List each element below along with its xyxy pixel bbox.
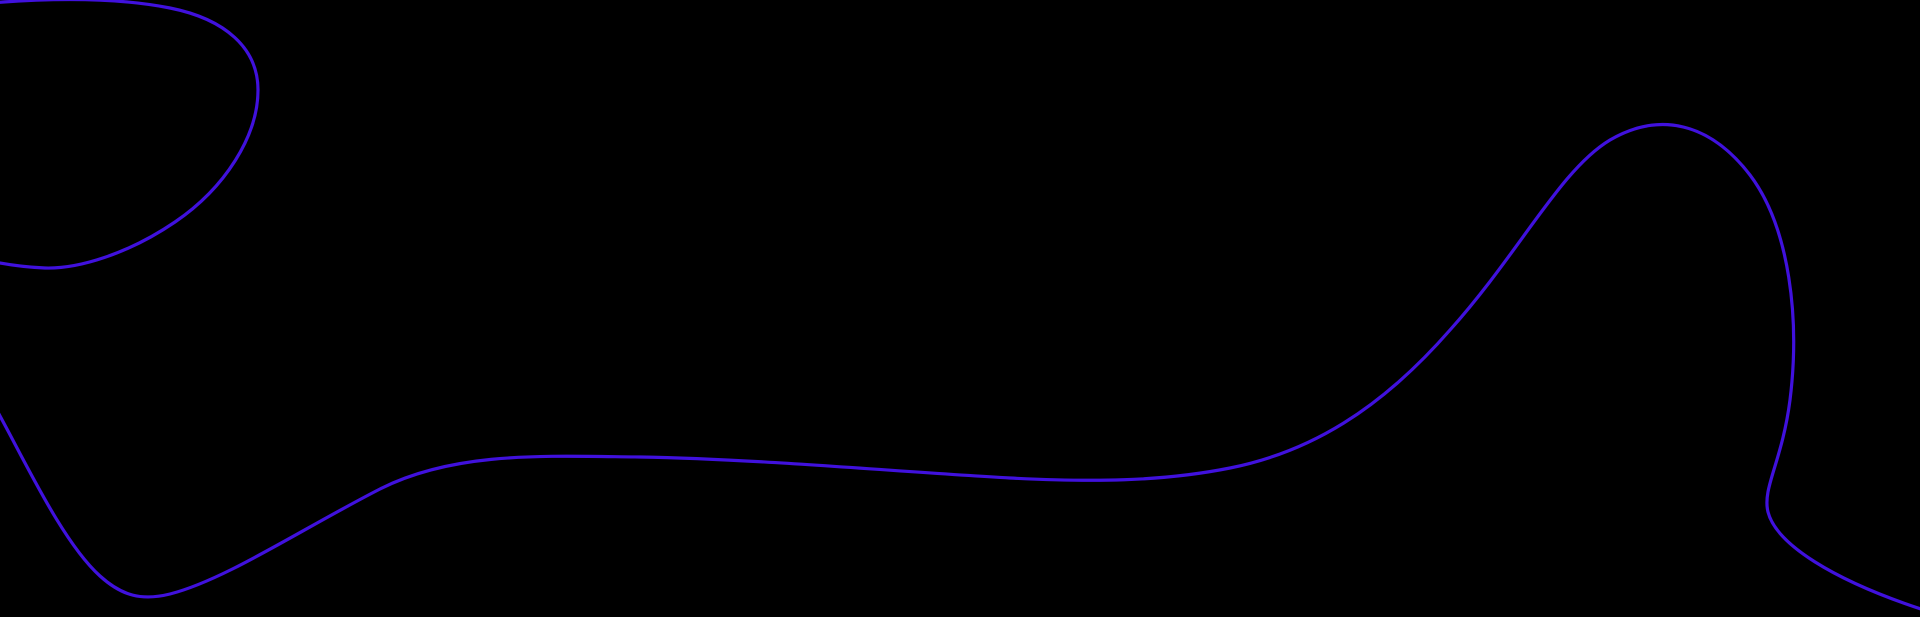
main-sweep-path bbox=[0, 122, 1920, 611]
upper-left-loop-path bbox=[0, 0, 260, 270]
